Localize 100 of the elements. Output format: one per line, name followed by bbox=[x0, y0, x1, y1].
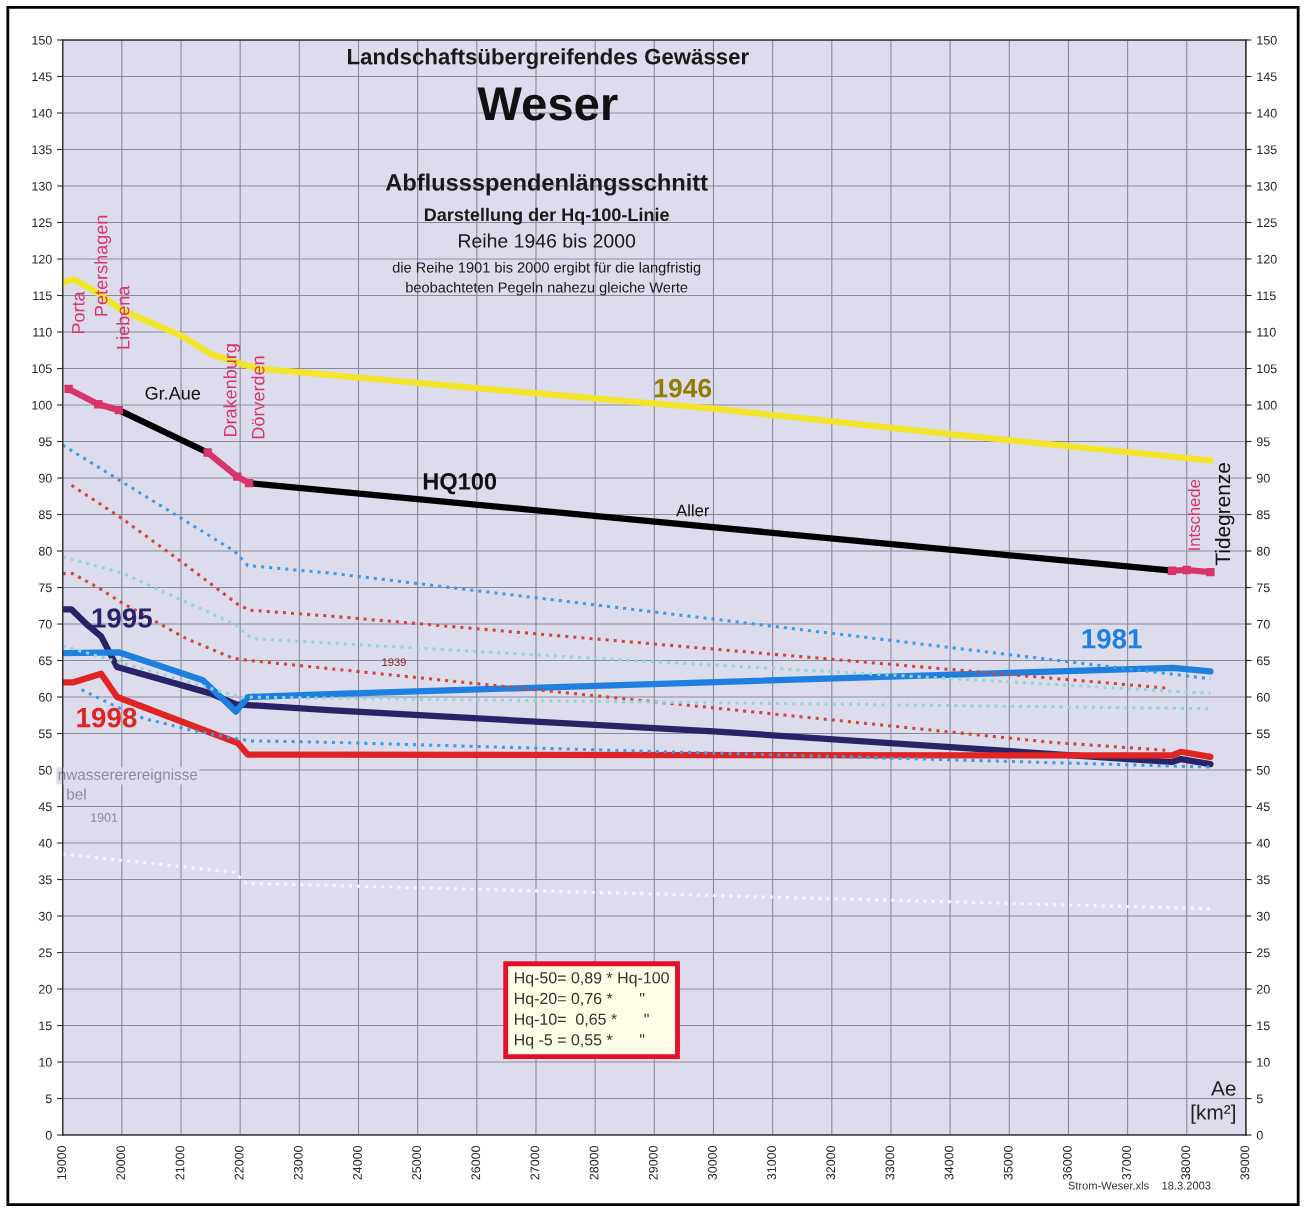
y2-tick-label: 95 bbox=[1256, 437, 1270, 447]
line-series bbox=[62, 572, 1168, 752]
annotation: Drakenburg bbox=[223, 344, 241, 437]
x-tick-label: 19000 bbox=[57, 1145, 67, 1180]
x-tick-label: 34000 bbox=[944, 1145, 954, 1180]
y-tick-label: 10 bbox=[39, 1057, 52, 1067]
y-tick-label: 15 bbox=[39, 1021, 52, 1031]
y-tick-label: 80 bbox=[38, 546, 52, 556]
y2-tick-label: 75 bbox=[1256, 583, 1270, 593]
annotation: die Reihe 1901 bis 2000 ergibt für die langfristig beobachteten Pegeln nahezu gleiche Werte bbox=[392, 261, 701, 296]
x-tick-label: 23000 bbox=[293, 1145, 303, 1180]
y2-tick-label: 90 bbox=[1256, 473, 1270, 483]
y2-tick-label: 115 bbox=[1257, 291, 1276, 301]
y2-tick-label: 80 bbox=[1256, 546, 1270, 556]
annotation: Abflussspendenlängsschnitt bbox=[385, 173, 708, 196]
y-tick-label: 65 bbox=[39, 656, 52, 666]
y2-tick-label: 70 bbox=[1256, 619, 1270, 629]
annotation: Liebena bbox=[116, 285, 130, 349]
y-tick-label: 5 bbox=[45, 1094, 52, 1104]
y2-tick-label: 60 bbox=[1256, 692, 1270, 702]
x-axis-title: Ae [km²] bbox=[1191, 1081, 1236, 1124]
line-series bbox=[62, 443, 1212, 681]
y-tick-label: 70 bbox=[39, 619, 52, 629]
x-tick-label: 29000 bbox=[648, 1145, 658, 1180]
annotation: 1995 bbox=[92, 608, 152, 628]
point bbox=[114, 405, 124, 415]
chart-title: Landschaftsübergreifendes Gewässer bbox=[348, 48, 749, 70]
y2-tick-label: 85 bbox=[1256, 510, 1270, 520]
y-tick-label: 105 bbox=[32, 364, 52, 374]
y2-tick-label: 50 bbox=[1256, 765, 1270, 775]
y-tick-label: 25 bbox=[39, 948, 52, 958]
y-tick-label: 135 bbox=[32, 145, 52, 155]
y-tick-label: 45 bbox=[38, 802, 52, 812]
annotation: Petershagen bbox=[94, 215, 112, 316]
line-series bbox=[62, 555, 1212, 695]
x-tick-label: 21000 bbox=[175, 1145, 185, 1180]
y2-tick-label: 35 bbox=[1256, 875, 1270, 885]
y2-tick-label: 65 bbox=[1256, 656, 1270, 666]
y-tick-label: 40 bbox=[38, 838, 52, 848]
x-tick-label: 25000 bbox=[412, 1145, 422, 1180]
x-tick-label: 24000 bbox=[353, 1145, 362, 1180]
point bbox=[1167, 566, 1177, 575]
x-tick-label: 27000 bbox=[530, 1145, 540, 1180]
y2-tick-label: 5 bbox=[1256, 1094, 1263, 1104]
y-tick-label: 115 bbox=[33, 291, 52, 301]
x-tick-label: 39000 bbox=[1240, 1145, 1250, 1180]
y-tick-label: 125 bbox=[32, 218, 52, 228]
y-tick-label: 0 bbox=[45, 1130, 52, 1140]
y2-tick-label: 25 bbox=[1256, 948, 1270, 958]
y2-tick-label: 100 bbox=[1257, 400, 1277, 410]
x-tick-label: 31000 bbox=[767, 1145, 776, 1180]
annotation: Hq-50= 0,89 * Hq-100 Hq-20= 0,76 * " Hq-10= 0,65 * " Hq -5 = 0,55 * " bbox=[514, 972, 669, 1049]
y-tick-label: 85 bbox=[38, 510, 52, 520]
x-tick-label: 22000 bbox=[234, 1145, 244, 1180]
y2-tick-label: 125 bbox=[1257, 218, 1277, 228]
y-tick-label: 35 bbox=[38, 875, 52, 885]
y-tick-label: 130 bbox=[32, 181, 52, 191]
x-tick-label: 26000 bbox=[471, 1145, 481, 1180]
annotation: Aller bbox=[676, 504, 710, 517]
annotation: HQ100 bbox=[423, 473, 497, 495]
point bbox=[233, 472, 242, 481]
y-tick-label: 50 bbox=[38, 765, 52, 775]
y-tick-label: 75 bbox=[39, 583, 52, 593]
y2-tick-label: 20 bbox=[1256, 984, 1270, 994]
x-tick-label: 35000 bbox=[1003, 1145, 1013, 1180]
x-tick-label: 28000 bbox=[589, 1145, 599, 1180]
x-tick-label: 37000 bbox=[1122, 1145, 1131, 1180]
x-tick-label: 33000 bbox=[885, 1145, 895, 1180]
y2-tick-label: 110 bbox=[1257, 327, 1276, 337]
annotation: Intschede bbox=[1187, 479, 1201, 550]
y-tick-label: 90 bbox=[38, 473, 52, 483]
y-tick-label: 55 bbox=[38, 729, 52, 739]
y-tick-label: 20 bbox=[39, 984, 52, 994]
annotation: bel bbox=[67, 788, 86, 800]
y2-tick-label: 30 bbox=[1256, 911, 1270, 921]
y-tick-label: 120 bbox=[32, 254, 52, 264]
x-tick-label: 30000 bbox=[707, 1145, 717, 1180]
point bbox=[244, 478, 254, 488]
x-tick-label: 36000 bbox=[1062, 1145, 1072, 1180]
y2-tick-label: 150 bbox=[1257, 35, 1277, 45]
annotation: 1981 bbox=[1082, 628, 1142, 649]
y2-tick-label: 45 bbox=[1256, 802, 1270, 812]
annotation: 1939 bbox=[382, 658, 406, 667]
y2-tick-label: 140 bbox=[1257, 108, 1277, 118]
point bbox=[94, 400, 103, 409]
y-tick-label: 100 bbox=[32, 400, 52, 410]
y2-tick-label: 40 bbox=[1256, 838, 1270, 848]
annotation: 1901 bbox=[91, 813, 118, 822]
text: Strom-Weser.xls 18.3.2003 bbox=[1068, 1181, 1211, 1190]
point bbox=[1182, 565, 1191, 575]
annotation: Reihe 1946 bis 2000 bbox=[459, 233, 636, 248]
point bbox=[203, 448, 212, 457]
annotation: Gr.Aue bbox=[145, 386, 201, 400]
annotation: Darstellung der Hq-100-Linie bbox=[424, 207, 669, 225]
y2-tick-label: 135 bbox=[1257, 145, 1277, 155]
y-tick-label: 95 bbox=[38, 437, 52, 447]
y2-tick-label: 10 bbox=[1257, 1057, 1270, 1067]
line-series bbox=[62, 852, 1212, 911]
y-tick-label: 30 bbox=[38, 911, 52, 921]
annotation: 1946 bbox=[655, 378, 712, 398]
